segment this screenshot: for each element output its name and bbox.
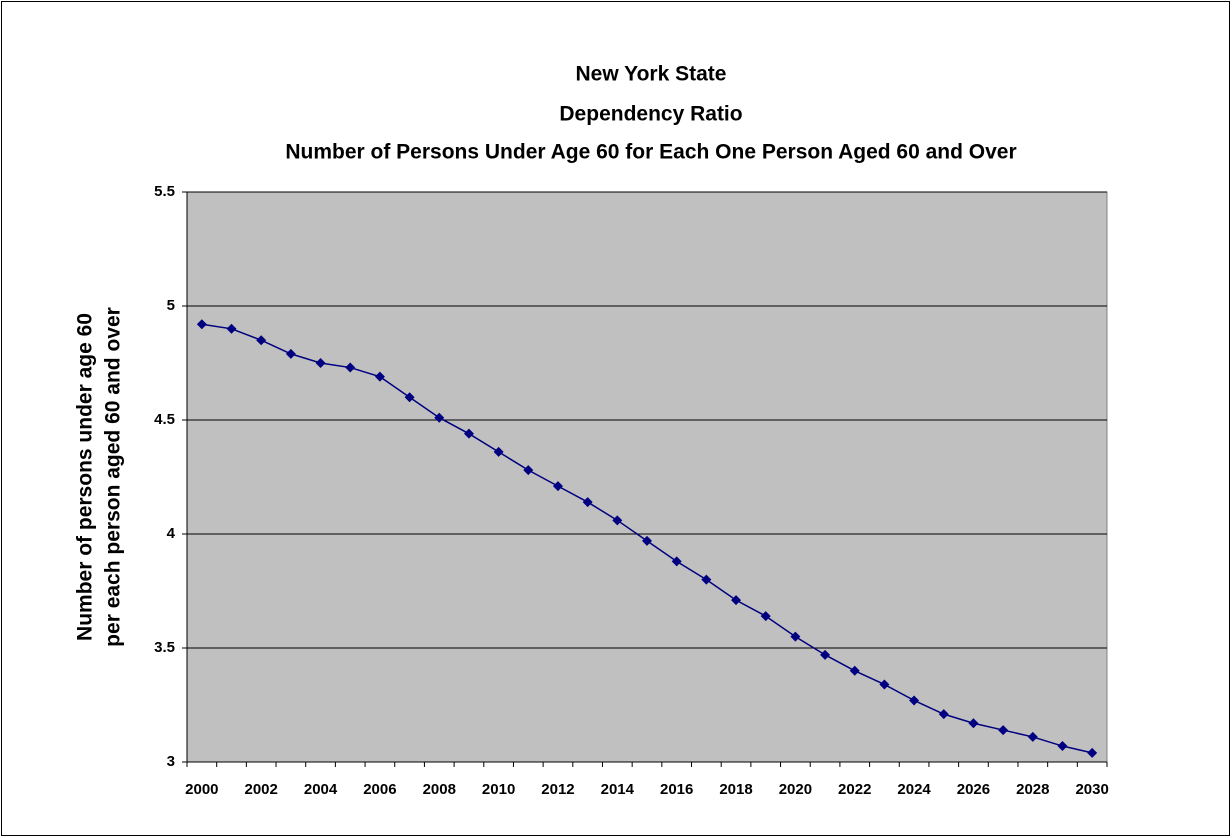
data-point — [256, 335, 267, 346]
data-point — [642, 535, 652, 546]
data-point — [701, 574, 712, 585]
chart-title: Number of Persons Under Age 60 for Each … — [285, 141, 1016, 164]
data-point — [879, 679, 890, 690]
x-tick-label: 2000 — [185, 781, 218, 798]
x-tick-label: 2028 — [1016, 781, 1049, 798]
x-tick-label: 2026 — [957, 781, 990, 798]
data-point — [463, 428, 474, 439]
data-point — [731, 595, 742, 606]
x-tick-label: 2022 — [838, 781, 871, 798]
x-tick-label: 2010 — [482, 781, 515, 798]
data-point — [196, 319, 207, 330]
y-tick-label: 5 — [167, 297, 175, 314]
x-tick-label: 2004 — [304, 781, 338, 798]
plot-area — [186, 191, 1108, 763]
x-tick-label: 2020 — [779, 781, 812, 798]
data-point — [226, 323, 237, 334]
data-point — [434, 412, 445, 423]
chart-title: New York State — [576, 63, 727, 86]
data-point — [998, 725, 1009, 736]
data-point — [612, 515, 623, 526]
x-tick-label: 2002 — [245, 781, 278, 798]
data-point — [1087, 747, 1098, 758]
x-tick-label: 2006 — [363, 781, 396, 798]
data-point — [552, 481, 563, 492]
y-axis-label: Number of persons under age 60 — [74, 313, 97, 641]
data-point — [493, 446, 504, 457]
data-point — [820, 649, 831, 660]
x-tick-label: 2030 — [1075, 781, 1108, 798]
x-tick-label: 2014 — [601, 781, 635, 798]
x-tick-label: 2016 — [660, 781, 693, 798]
data-point — [760, 611, 771, 622]
data-point — [523, 465, 534, 476]
data-point — [345, 362, 356, 373]
y-tick-label: 3 — [167, 753, 175, 770]
data-point — [315, 358, 326, 368]
data-point — [790, 631, 801, 642]
data-point — [938, 709, 949, 720]
data-point — [1057, 741, 1068, 752]
x-tick-label: 2008 — [423, 781, 456, 798]
x-tick-label: 2012 — [541, 781, 574, 798]
data-point — [849, 665, 860, 676]
data-point — [909, 695, 920, 706]
data-point — [671, 556, 682, 567]
chart-title: Dependency Ratio — [559, 103, 742, 126]
y-tick-label: 4 — [167, 525, 176, 542]
data-point — [582, 497, 593, 508]
data-point — [285, 348, 296, 359]
y-axis-label: per each person aged 60 and over — [102, 307, 125, 647]
y-tick-label: 5.5 — [154, 183, 175, 200]
y-tick-label: 4.5 — [154, 411, 175, 428]
data-point — [968, 718, 979, 729]
data-point — [404, 392, 415, 403]
y-tick-label: 3.5 — [154, 639, 175, 656]
data-point — [374, 371, 385, 382]
x-tick-label: 2024 — [897, 781, 931, 798]
data-point — [1027, 731, 1038, 742]
x-tick-label: 2018 — [719, 781, 752, 798]
